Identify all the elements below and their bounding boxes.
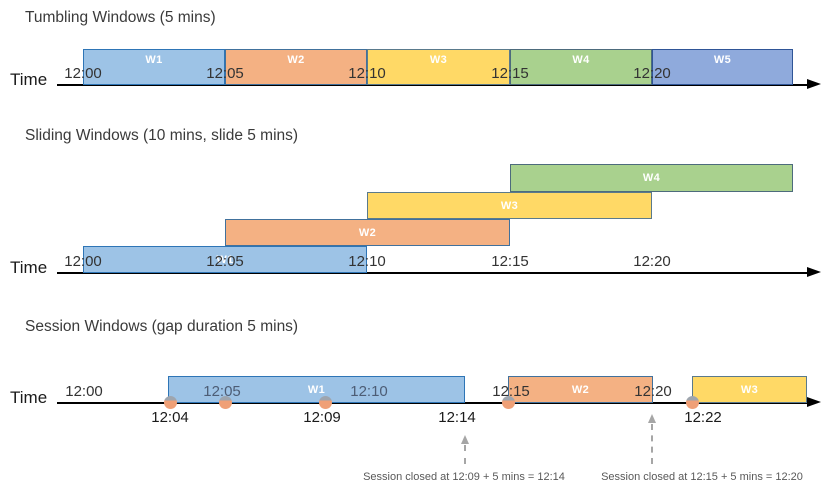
time-axis-line-tumbling — [57, 84, 808, 86]
window-tumbling-w5: W5 — [652, 49, 793, 85]
window-sliding-w2: W2 — [225, 219, 510, 246]
window-label-w2: W2 — [571, 383, 590, 396]
callout-arrowhead — [461, 435, 469, 444]
window-label-w2: W2 — [358, 226, 377, 239]
window-label-w4: W4 — [642, 172, 661, 184]
tick-session-1215: 12:15 — [492, 383, 530, 400]
callout-text-1: Session closed at 12:15 + 5 mins = 12:20 — [601, 471, 803, 483]
window-tumbling-w4: W4 — [510, 49, 652, 85]
window-label-w4: W4 — [572, 54, 590, 66]
section-title-session: Session Windows (gap duration 5 mins) — [25, 318, 299, 335]
tick-tumbling-1210: 12:10 — [348, 65, 386, 82]
time-axis-arrowhead-session — [807, 397, 821, 407]
tick-sliding-1210: 12:10 — [348, 253, 386, 270]
window-session-w1: W1 — [168, 376, 465, 403]
tick-tumbling-1215: 12:15 — [491, 65, 529, 82]
window-label-w1: W1 — [307, 383, 326, 396]
event-time-label-1209: 12:09 — [303, 409, 341, 426]
window-label-w2: W2 — [287, 54, 305, 66]
tick-tumbling-1200: 12:00 — [64, 65, 102, 82]
time-axis-line-session — [57, 402, 808, 404]
window-tumbling-w1: W1 — [83, 49, 225, 85]
window-tumbling-w2: W2 — [225, 49, 367, 85]
event-time-label-1222: 12:22 — [684, 409, 722, 426]
tick-sliding-1220: 12:20 — [633, 253, 671, 270]
callout-arrow-line — [464, 445, 466, 464]
callout-text-0: Session closed at 12:09 + 5 mins = 12:14 — [363, 471, 565, 483]
tick-tumbling-1205: 12:05 — [206, 65, 244, 82]
event-dot — [219, 396, 232, 409]
tick-sliding-1205: 12:05 — [206, 253, 244, 270]
window-sliding-w4: W4 — [510, 164, 793, 192]
time-axis-label-session: Time — [10, 388, 48, 407]
callout-arrow-line — [651, 424, 653, 464]
section-title-sliding: Sliding Windows (10 mins, slide 5 mins) — [25, 127, 299, 144]
event-time-label-1214: 12:14 — [438, 409, 476, 426]
callout-arrowhead — [648, 414, 656, 423]
tick-session-1200: 12:00 — [65, 383, 103, 400]
window-tumbling-w3: W3 — [367, 49, 510, 85]
tick-tumbling-1220: 12:20 — [633, 65, 671, 82]
event-dot — [164, 396, 177, 409]
event-time-label-1204: 12:04 — [151, 409, 189, 426]
window-sliding-w1: W1 — [83, 246, 367, 273]
time-axis-line-sliding — [57, 272, 808, 274]
window-sliding-w3: W3 — [367, 192, 652, 219]
window-label-w3: W3 — [429, 54, 448, 66]
time-axis-label-sliding: Time — [10, 258, 48, 277]
window-session-w3: W3 — [692, 376, 807, 403]
window-label-w1: W1 — [145, 54, 163, 66]
window-label-w3: W3 — [500, 199, 519, 212]
tick-session-1210: 12:10 — [350, 383, 388, 400]
tick-session-1205: 12:05 — [203, 383, 241, 400]
event-dot — [502, 396, 515, 409]
event-dot — [319, 396, 332, 409]
time-axis-arrowhead-tumbling — [807, 79, 821, 89]
section-title-tumbling: Tumbling Windows (5 mins) — [25, 9, 216, 26]
window-session-w2: W2 — [508, 376, 653, 403]
time-axis-arrowhead-sliding — [807, 267, 821, 277]
tick-sliding-1200: 12:00 — [64, 253, 102, 270]
window-label-w1: W1 — [216, 253, 234, 266]
window-label-w5: W5 — [713, 54, 732, 66]
window-label-w3: W3 — [740, 383, 759, 396]
tick-sliding-1215: 12:15 — [491, 253, 529, 270]
time-axis-label-tumbling: Time — [10, 70, 48, 89]
event-dot — [686, 396, 699, 409]
tick-session-1220: 12:20 — [634, 383, 672, 400]
